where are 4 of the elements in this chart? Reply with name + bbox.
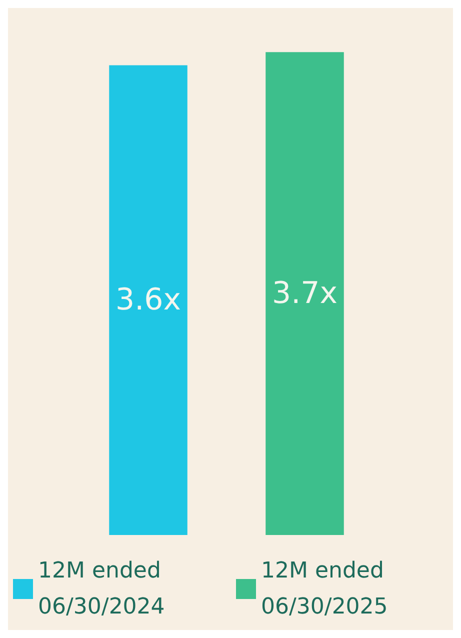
legend-label: 12M ended 06/30/2025 — [261, 558, 391, 620]
data-label: 3.6x — [116, 282, 181, 318]
data-label: 3.7x — [272, 276, 338, 312]
legend-label: 12M ended 06/30/2024 — [38, 558, 168, 620]
